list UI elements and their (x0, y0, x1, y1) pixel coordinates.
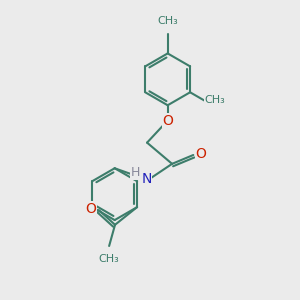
Text: O: O (85, 202, 96, 216)
Text: O: O (196, 146, 206, 161)
Text: N: N (141, 172, 152, 186)
Text: CH₃: CH₃ (205, 95, 225, 105)
Text: CH₃: CH₃ (157, 16, 178, 26)
Text: O: O (162, 114, 173, 128)
Text: CH₃: CH₃ (99, 254, 119, 264)
Text: H: H (131, 166, 140, 179)
